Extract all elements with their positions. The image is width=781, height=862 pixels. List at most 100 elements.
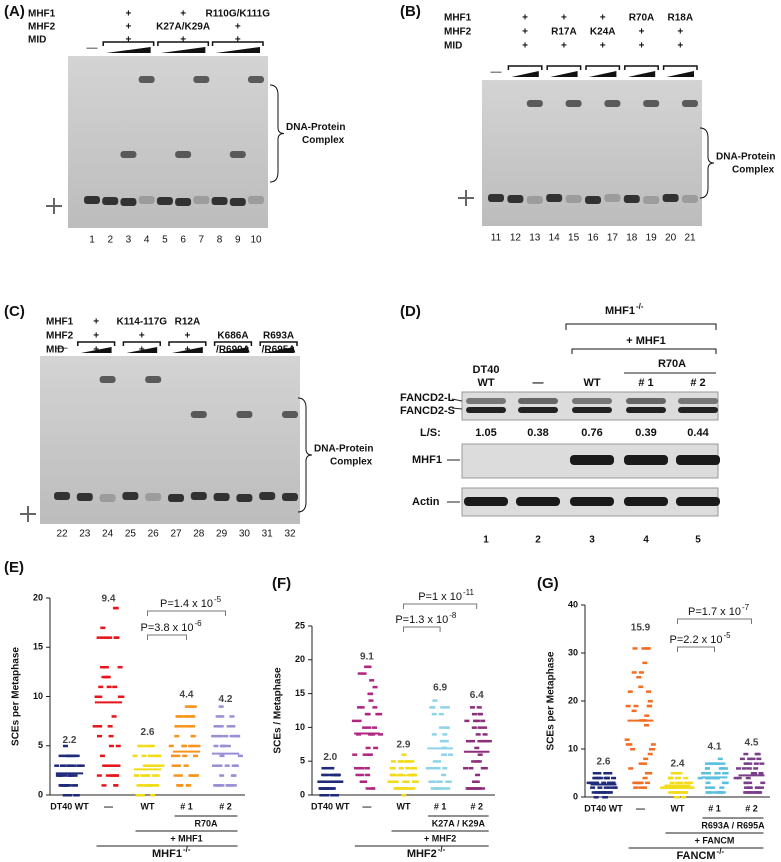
lane-number: 14 [549, 233, 561, 244]
condition: + [677, 41, 683, 52]
superscript: -11 [463, 588, 475, 597]
panel-label: (A) [4, 3, 25, 20]
dot [102, 764, 108, 767]
dot [433, 766, 439, 770]
dot [351, 719, 357, 723]
band-label: FANCD2-S [400, 405, 455, 417]
label: P=2.2 x 10 [670, 634, 723, 646]
label: P=3.8 x 10 [141, 622, 194, 634]
dot [668, 791, 674, 794]
dot [359, 780, 365, 783]
group-bracket [168, 341, 207, 346]
condition: + [522, 27, 528, 38]
dot [706, 772, 712, 775]
ratio: 1.05 [475, 427, 496, 439]
dot [364, 766, 370, 770]
dot [756, 757, 762, 761]
band [259, 492, 276, 500]
x-tick-label: WT [671, 803, 685, 813]
dot [107, 764, 113, 767]
wedge [627, 71, 656, 77]
y-tick-label: 5 [300, 756, 305, 766]
superscript: -7 [742, 603, 750, 612]
mutant: R70A [194, 818, 218, 828]
lane-number: 6 [180, 235, 186, 246]
lane-number: 5 [162, 235, 168, 246]
dot [607, 791, 613, 794]
x-tick-label: DT40 WT [311, 801, 350, 811]
dot [55, 774, 61, 777]
dot [188, 744, 194, 748]
y-tick-label: 30 [568, 647, 578, 657]
band [516, 497, 560, 506]
dot [480, 719, 486, 723]
dot [181, 744, 187, 748]
dot [745, 776, 751, 780]
dot [99, 754, 105, 758]
condition: R693A [263, 331, 294, 342]
dot [175, 754, 181, 758]
p-bracket [677, 618, 752, 624]
band [236, 411, 253, 418]
dot [217, 764, 223, 767]
band [678, 398, 718, 404]
dot [329, 766, 335, 770]
band [102, 197, 119, 205]
dot [430, 787, 436, 790]
band [643, 196, 660, 204]
band [190, 492, 207, 500]
y-tick-label: 20 [568, 695, 578, 705]
band [156, 197, 173, 205]
dot [225, 784, 231, 787]
dot [480, 787, 486, 790]
dot [355, 773, 361, 777]
band [282, 493, 298, 501]
dot [701, 772, 707, 775]
wedge [666, 71, 694, 77]
y-tick-label: 20 [33, 592, 43, 602]
dot [631, 671, 637, 674]
dot [673, 791, 679, 794]
dot [404, 760, 410, 763]
band [99, 376, 116, 383]
dot [638, 781, 644, 785]
dot [747, 786, 753, 789]
band [572, 407, 612, 413]
dot [110, 764, 116, 767]
band [122, 492, 139, 500]
dot [357, 672, 363, 675]
dot [72, 784, 78, 787]
mean-label: 6.4 [470, 690, 484, 701]
panel-label: (E) [4, 559, 24, 576]
x-tick-label: WT [397, 801, 411, 811]
dot [229, 715, 235, 718]
dot [184, 705, 190, 708]
y-tick-label: 15 [295, 688, 305, 698]
dot [471, 760, 477, 763]
dot [211, 764, 217, 767]
condition: R18A [668, 13, 694, 24]
band [84, 196, 100, 204]
dot [474, 746, 480, 750]
group-bracket [507, 65, 543, 70]
band [229, 198, 246, 206]
dot [601, 791, 607, 794]
dot [636, 676, 642, 679]
p-bracket [403, 626, 441, 632]
lane-header: WT [477, 377, 494, 389]
dot [190, 715, 196, 718]
dot [683, 776, 689, 780]
dot [646, 690, 652, 693]
dot [684, 781, 690, 785]
dot [76, 764, 82, 767]
condition: + [522, 13, 528, 24]
wedge [160, 47, 206, 53]
ratio-label: L/S: [420, 427, 441, 439]
dot [182, 754, 188, 758]
lane-number: 9 [235, 235, 241, 246]
complex-label: Complex [330, 457, 373, 468]
complex-label: DNA-Protein [716, 152, 775, 163]
dot [356, 719, 362, 723]
x-tick-label: # 1 [708, 803, 721, 813]
dot [677, 791, 683, 794]
